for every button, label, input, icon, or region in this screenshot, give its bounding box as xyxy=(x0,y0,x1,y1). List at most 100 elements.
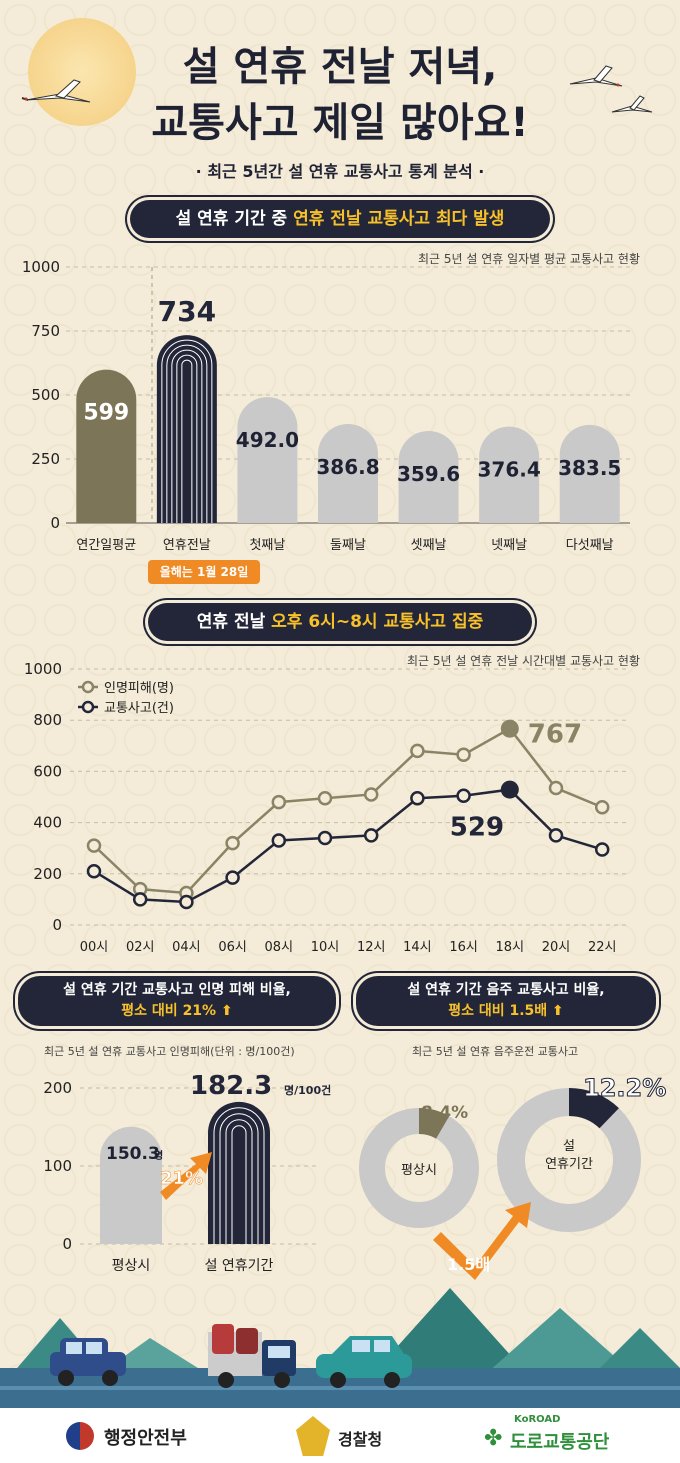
section4-heading: 설 연휴 기간 음주 교통사고 비율, 평소 대비 1.5배 ⬆ xyxy=(356,976,656,1026)
x-tick-label: 06시 xyxy=(218,940,247,955)
data-label: 150.3 xyxy=(106,1144,160,1164)
data-label: 182.3 xyxy=(190,1071,272,1101)
data-point xyxy=(594,799,610,815)
bar xyxy=(559,424,620,523)
peak-label: 767 xyxy=(528,720,582,750)
donut-center-label: 평상시 xyxy=(401,1163,437,1178)
slice-label: 12.2% xyxy=(583,1074,666,1102)
arrow-icon xyxy=(160,1152,212,1200)
data-label: 492.0 xyxy=(236,428,299,452)
bar xyxy=(318,423,378,523)
slice-label: 8.4% xyxy=(421,1103,468,1123)
y-tick-label: 600 xyxy=(33,762,62,780)
section1-note: 최근 5년 설 연휴 일자별 평균 교통사고 현황 xyxy=(417,252,640,266)
crane-icon xyxy=(611,95,653,113)
y-tick-label: 100 xyxy=(43,1157,72,1175)
org-koroad: 도로교통공단 xyxy=(510,1432,610,1453)
data-label: 376.4 xyxy=(478,458,541,482)
bar xyxy=(208,1101,270,1244)
hourly-accident-line-chart: 0 200 400 600 800 1000 00시 02시 04시 06시 08시 10시 12시 14… xyxy=(24,660,630,955)
y-tick-label: 400 xyxy=(33,814,62,832)
bar xyxy=(479,426,540,523)
data-point xyxy=(317,830,333,846)
series-line xyxy=(93,727,603,895)
data-point xyxy=(317,791,333,806)
section4-heading-line1: 설 연휴 기간 음주 교통사고 비율, xyxy=(407,982,605,998)
bar-stripe xyxy=(176,354,198,523)
donut-center-label: 설 xyxy=(563,1139,575,1154)
org-police: 경찰청 xyxy=(338,1430,383,1449)
section1-heading: 설 연휴 기간 중 연휴 전날 교통사고 최다 발생 xyxy=(130,200,550,238)
bar-stripe xyxy=(166,344,208,523)
data-point xyxy=(548,828,564,843)
y-tick-label: 200 xyxy=(43,1079,72,1097)
y-tick-label: 500 xyxy=(31,386,60,404)
legend-marker xyxy=(81,680,95,694)
page-title-line2: 교통사고 제일 많아요! xyxy=(151,100,529,146)
bar xyxy=(237,397,298,523)
data-point xyxy=(456,788,471,803)
x-tick-label: 12시 xyxy=(357,940,386,955)
y-tick-label: 0 xyxy=(62,1235,72,1253)
government-emblem-icon xyxy=(66,1422,94,1450)
data-point xyxy=(363,828,379,843)
data-point xyxy=(456,747,471,763)
police-emblem-icon xyxy=(296,1416,330,1456)
data-point xyxy=(548,780,564,796)
bar-stripe xyxy=(171,349,203,523)
x-tick-label: 연간일평균 xyxy=(76,538,136,553)
bar xyxy=(156,335,217,523)
y-tick-label: 1000 xyxy=(22,258,60,276)
unit-label: 명/100건 xyxy=(284,1083,331,1097)
x-tick-label: 평상시 xyxy=(112,1258,151,1274)
footer: 행정안전부 경찰청 ✤ KoROAD 도로교통공단 xyxy=(0,1408,680,1463)
daily-accident-bar-chart: 0 250 500 750 1000 599 연간일평균 734 연휴전날 492.0 첫째날 386… xyxy=(22,258,630,553)
x-tick-label: 다섯째날 xyxy=(566,538,614,553)
data-point xyxy=(410,791,425,806)
car-icon xyxy=(50,1338,126,1386)
data-point xyxy=(271,794,287,810)
peak-point xyxy=(500,780,519,799)
x-tick-label: 둘째날 xyxy=(330,538,366,553)
bar-stripe xyxy=(231,1125,247,1244)
road-scenery xyxy=(0,1288,680,1408)
data-point xyxy=(225,870,240,885)
org-koroad-small: KoROAD xyxy=(514,1414,561,1425)
bar xyxy=(100,1126,162,1244)
page-subtitle: · 최근 5년간 설 연휴 교통사고 통계 분석 · xyxy=(195,162,485,181)
x-tick-label: 10시 xyxy=(311,940,340,955)
crane-icon xyxy=(569,65,623,87)
data-point xyxy=(363,787,379,802)
bar-stripe xyxy=(219,1113,259,1244)
x-tick-label: 08시 xyxy=(265,940,294,955)
y-tick-label: 1000 xyxy=(24,660,62,678)
x-tick-label: 넷째날 xyxy=(491,538,527,553)
bar-stripe xyxy=(213,1107,265,1244)
up-arrow-icon: ⬆ xyxy=(547,1003,564,1019)
car-icon xyxy=(316,1336,412,1388)
data-label: 734 xyxy=(158,295,216,328)
section2-note: 최근 5년 설 연휴 전날 시간대별 교통사고 현황 xyxy=(406,654,640,668)
section1-heading-text: 설 연휴 기간 중 xyxy=(175,209,294,229)
data-point xyxy=(594,842,610,857)
peak-label: 529 xyxy=(450,813,504,843)
bar xyxy=(398,430,459,523)
bar-stripe xyxy=(181,359,193,523)
x-tick-label: 셋째날 xyxy=(411,538,447,553)
x-tick-label: 16시 xyxy=(449,940,478,955)
x-tick-label: 설 연휴기간 xyxy=(205,1258,274,1274)
org-mois: 행정안전부 xyxy=(104,1428,187,1449)
data-point xyxy=(86,863,102,879)
section2-heading: 연휴 전날 오후 6시~8시 교통사고 집중 xyxy=(148,603,532,641)
section3-note: 최근 5년 설 연휴 교통사고 인명피해(단위 : 명/100건) xyxy=(44,1045,295,1058)
section2-heading-text: 연휴 전날 xyxy=(196,612,272,632)
date-badge: 올해는 1월 28일 xyxy=(148,560,260,584)
ratio-label: 21% xyxy=(160,1168,203,1189)
x-tick-label: 20시 xyxy=(542,940,571,955)
bar xyxy=(76,369,137,523)
data-point xyxy=(225,835,240,851)
truck-icon xyxy=(208,1324,296,1388)
section4-note: 최근 5년 설 연휴 음주운전 교통사고 xyxy=(412,1045,579,1058)
sun-decoration xyxy=(28,18,136,126)
